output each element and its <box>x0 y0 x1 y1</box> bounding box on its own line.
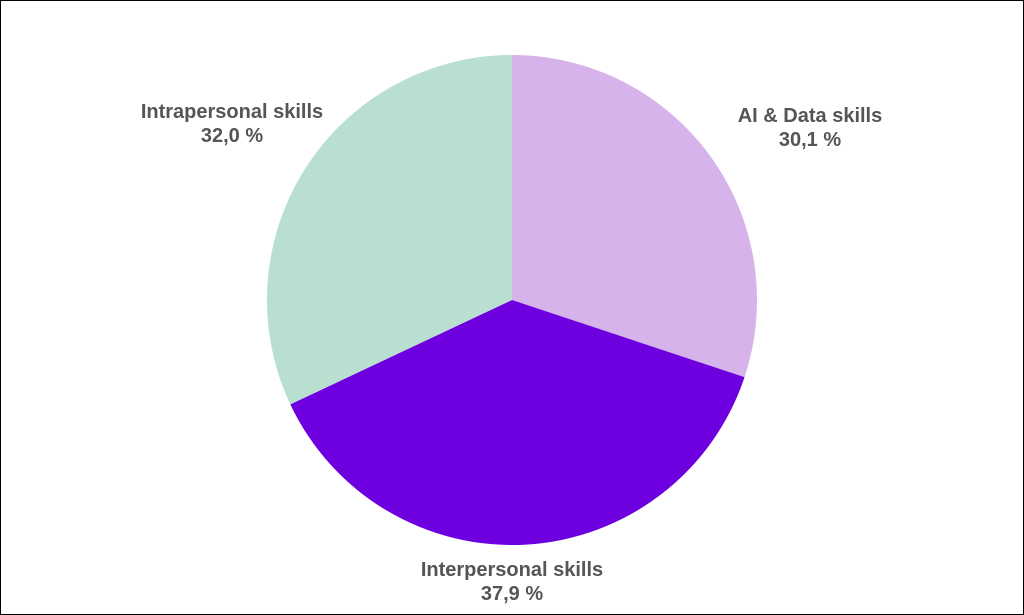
chart-frame: AI & Data skills30,1 % Interpersonal skil… <box>0 0 1024 615</box>
slice-label-name: AI & Data skills <box>738 105 883 127</box>
slice-label-value: 37,9 % <box>481 583 543 605</box>
pie-chart: AI & Data skills30,1 % Interpersonal skil… <box>0 0 1024 615</box>
pie-slices <box>267 55 757 545</box>
slice-label-value: 30,1 % <box>779 129 841 151</box>
slice-label-value: 32,0 % <box>201 125 263 147</box>
slice-label-name: Intrapersonal skills <box>141 101 323 123</box>
slice-label-name: Interpersonal skills <box>421 559 603 581</box>
